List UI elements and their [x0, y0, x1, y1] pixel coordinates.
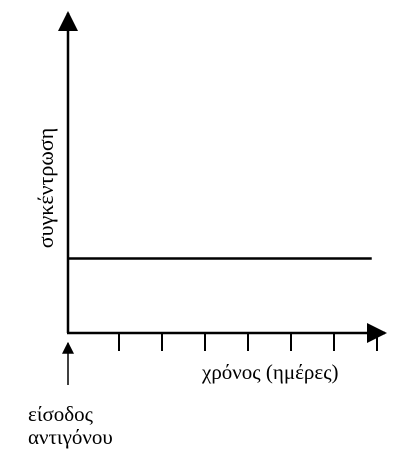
x-axis-label: χρόνος (ημέρες)	[201, 360, 339, 384]
annotation-antigen-entry-line1: είσοδος	[28, 402, 94, 426]
y-axis-label: συγκέντρωση	[33, 128, 58, 248]
annotation-antigen-entry-line2: αντιγόνου	[28, 425, 113, 449]
x-axis-ticks	[118, 333, 378, 351]
